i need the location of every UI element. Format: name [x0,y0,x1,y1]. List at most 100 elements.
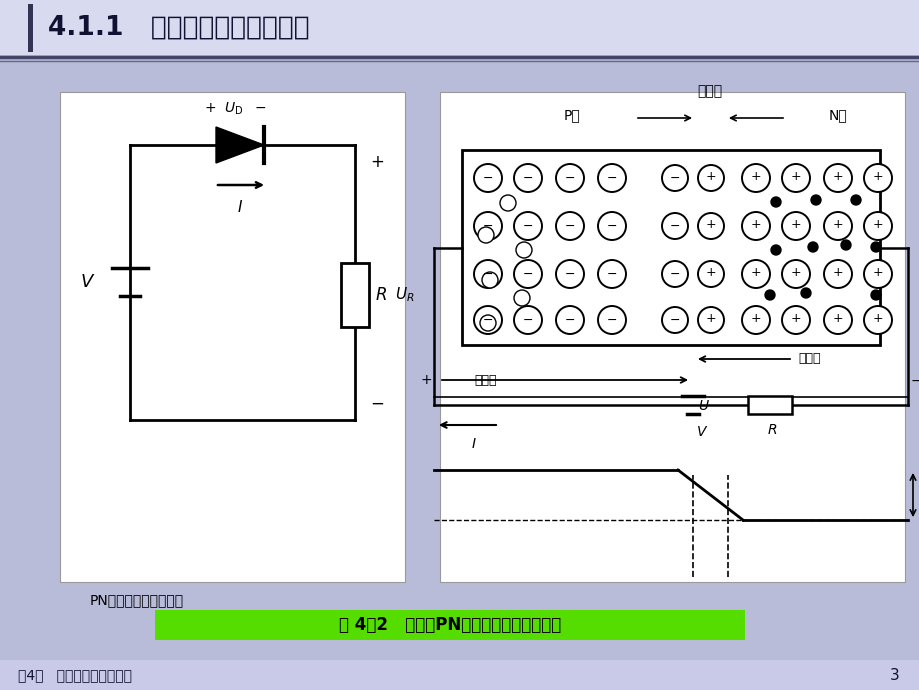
Text: $I$: $I$ [471,437,476,451]
Circle shape [770,197,780,207]
Text: $+$: $+$ [705,170,716,184]
Circle shape [742,212,769,240]
Circle shape [698,165,723,191]
Bar [60,92,404,582]
Text: $+$: $+$ [750,219,761,232]
Text: $-$: $-$ [669,219,680,232]
Circle shape [662,307,687,333]
Text: $+$: $+$ [789,219,800,232]
Text: $-$: $-$ [522,170,533,184]
Text: $+$: $+$ [871,170,882,184]
Circle shape [516,242,531,258]
Circle shape [473,306,502,334]
Circle shape [514,306,541,334]
Text: $-$: $-$ [564,219,575,232]
Text: $+$: $+$ [705,266,716,279]
Circle shape [823,306,851,334]
Text: $R$: $R$ [766,423,777,437]
Circle shape [850,195,860,205]
Text: $-$: $-$ [522,313,533,326]
Circle shape [863,306,891,334]
Circle shape [662,261,687,287]
Circle shape [555,212,584,240]
Circle shape [555,164,584,192]
Text: $-$: $-$ [606,266,617,279]
Circle shape [823,260,851,288]
Bar [28,4,33,52]
Circle shape [781,306,809,334]
Bar [461,150,879,345]
Text: $-$: $-$ [482,219,493,232]
Circle shape [499,195,516,211]
Circle shape [597,164,625,192]
Text: $-$: $-$ [522,266,533,279]
Circle shape [597,306,625,334]
Text: $R$: $R$ [375,286,387,304]
Circle shape [781,164,809,192]
Text: 图 4－2   半导体PN结加正向电压时的情况: 图 4－2 半导体PN结加正向电压时的情况 [338,616,561,634]
Circle shape [514,212,541,240]
Circle shape [781,260,809,288]
Circle shape [823,164,851,192]
Circle shape [823,212,851,240]
Circle shape [863,260,891,288]
Bar [154,610,744,640]
Text: PN结加正向电压的情况: PN结加正向电压的情况 [90,593,184,607]
Text: $-$: $-$ [482,266,493,279]
Bar [747,396,791,414]
Text: $U$: $U$ [698,399,709,413]
Polygon shape [216,127,264,163]
Text: $+$: $+$ [871,266,882,279]
Text: $V$: $V$ [80,273,96,291]
Circle shape [662,165,687,191]
Text: 外电场: 外电场 [473,373,496,386]
Circle shape [742,306,769,334]
Text: $+$: $+$ [871,219,882,232]
Circle shape [555,260,584,288]
Text: $V$: $V$ [696,425,708,439]
Text: $+$: $+$ [419,373,432,387]
Text: $-$: $-$ [522,219,533,232]
Circle shape [770,245,780,255]
Circle shape [482,272,497,288]
Circle shape [514,260,541,288]
Text: 4.1.1   半导体光源的物理基础: 4.1.1 半导体光源的物理基础 [48,15,310,41]
Text: $-$: $-$ [606,170,617,184]
Text: $+$: $+$ [705,219,716,232]
Circle shape [514,290,529,306]
Circle shape [514,164,541,192]
Text: $+$: $+$ [871,313,882,326]
Circle shape [765,290,774,300]
Circle shape [698,261,723,287]
Circle shape [473,260,502,288]
Text: $-$: $-$ [482,313,493,326]
Circle shape [811,195,820,205]
Circle shape [870,290,880,300]
Bar [439,92,904,582]
Text: $+\ \ U_\mathrm{D}\ \ -$: $+\ \ U_\mathrm{D}\ \ -$ [203,101,266,117]
Text: P区: P区 [563,108,580,122]
Circle shape [555,306,584,334]
Bar [0,0,919,55]
Text: $-$: $-$ [669,313,680,326]
Text: $+$: $+$ [789,170,800,184]
Text: $-$: $-$ [564,266,575,279]
Text: 内电场: 内电场 [797,353,820,366]
Text: $+$: $+$ [832,170,843,184]
Circle shape [863,164,891,192]
Circle shape [662,213,687,239]
Circle shape [698,307,723,333]
Text: $-$: $-$ [564,170,575,184]
Circle shape [742,260,769,288]
Text: 3: 3 [890,667,899,682]
Text: $U_R$: $U_R$ [394,286,414,304]
Circle shape [840,240,850,250]
Bar [0,660,919,690]
Text: $+$: $+$ [789,313,800,326]
Text: $+$: $+$ [750,266,761,279]
Text: $-$: $-$ [482,170,493,184]
Circle shape [473,212,502,240]
Circle shape [863,212,891,240]
Text: $-$: $-$ [669,266,680,279]
Text: $+$: $+$ [705,313,716,326]
